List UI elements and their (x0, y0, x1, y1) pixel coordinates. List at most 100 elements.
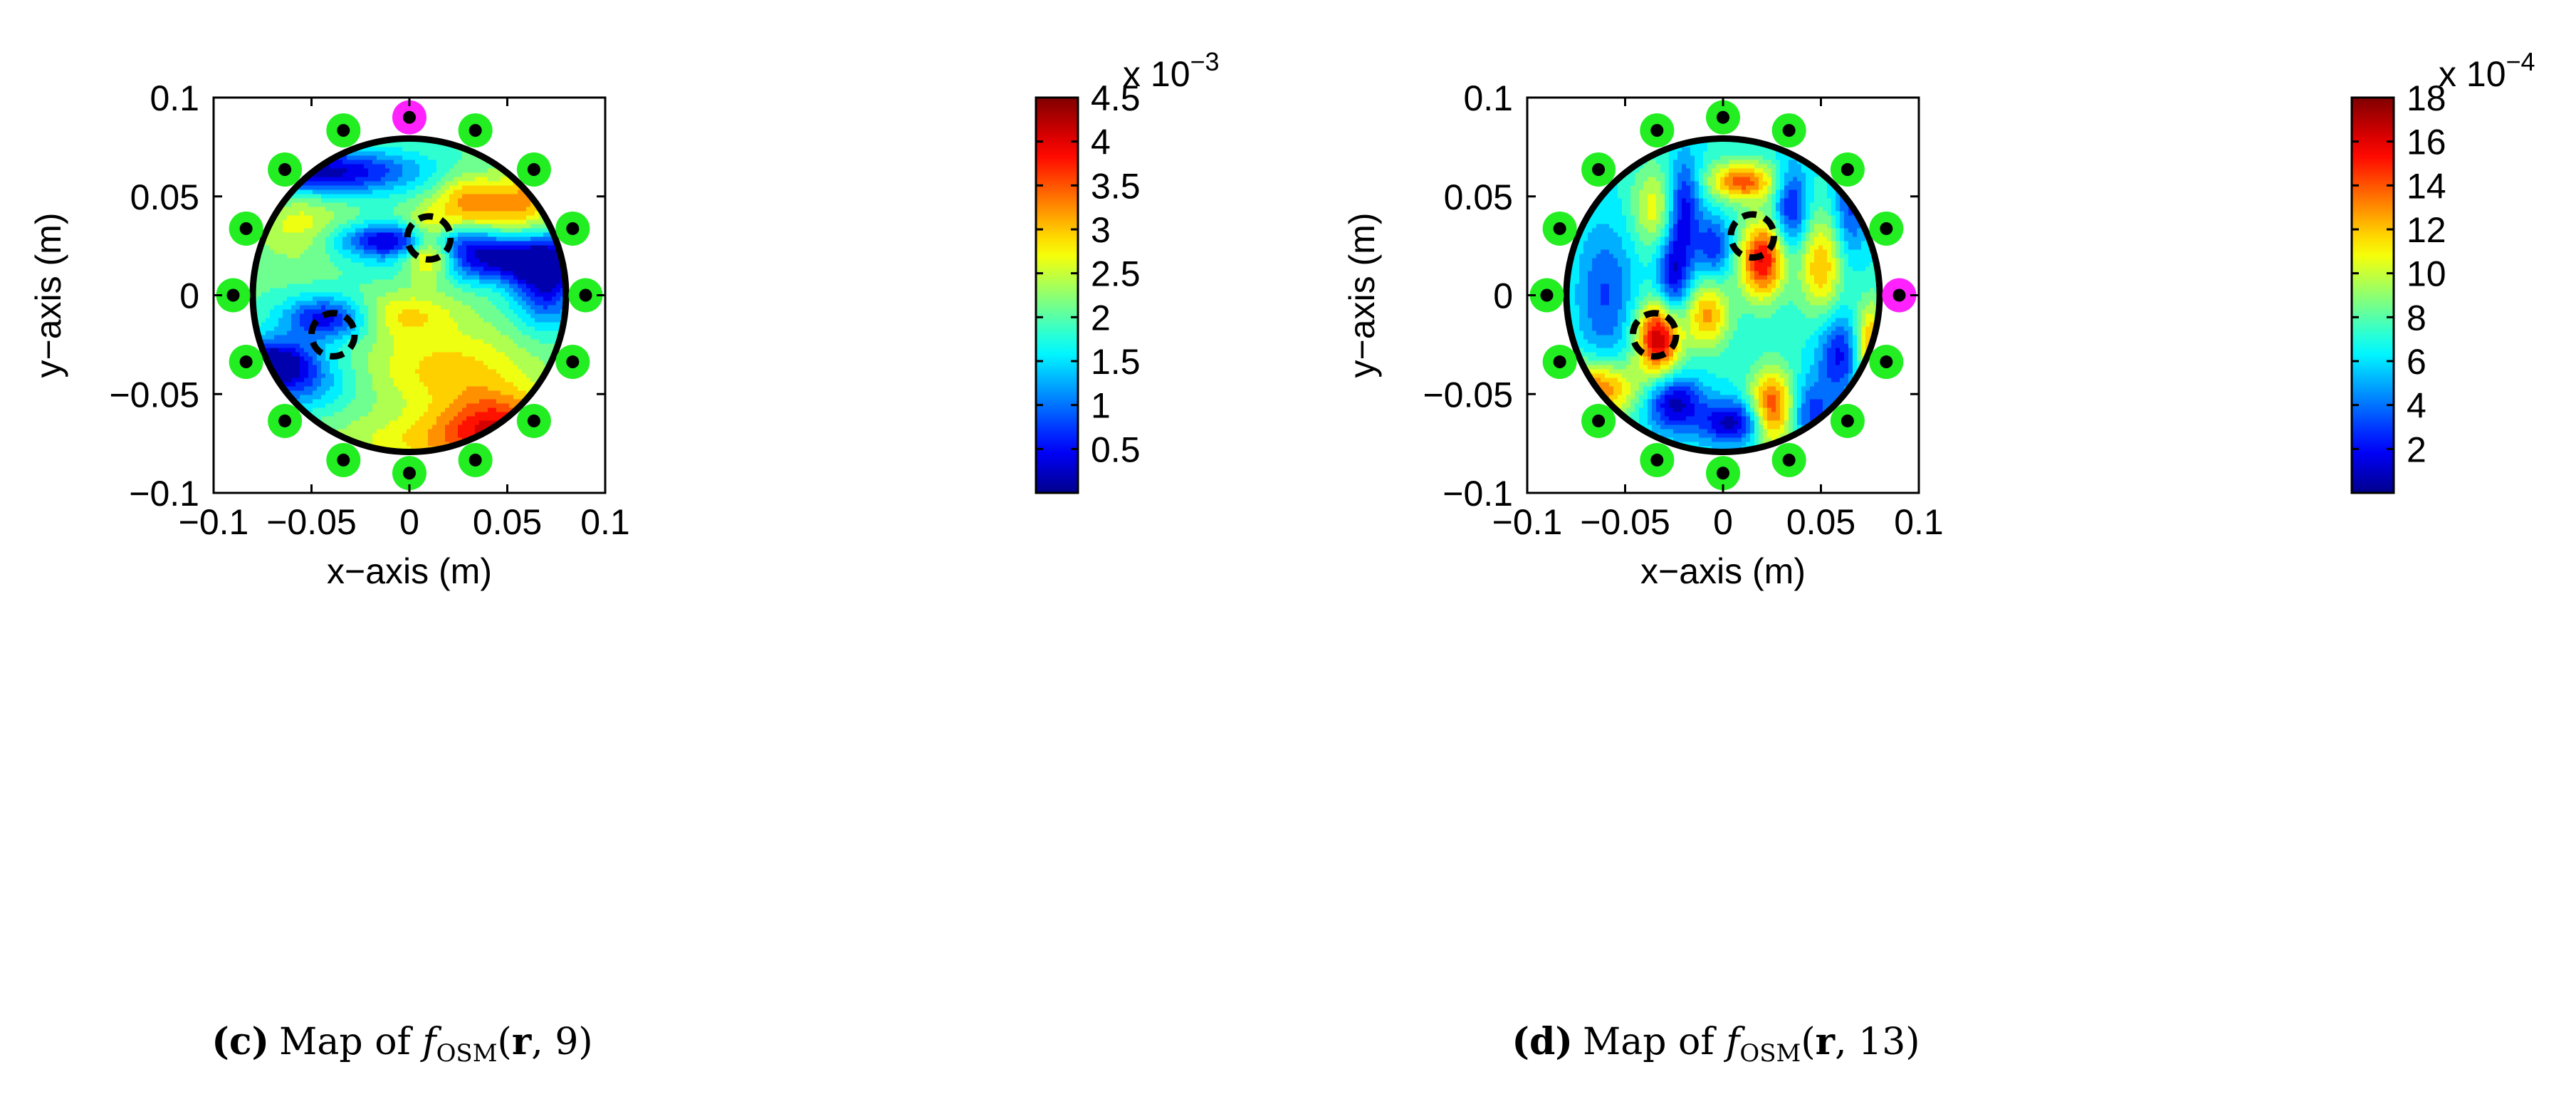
overlays-d (1529, 100, 1917, 491)
colorbar-exponent-power-d: −4 (2506, 47, 2535, 76)
colorbar-tick-label-d: 10 (2407, 254, 2446, 294)
colorbar-exponent-c: x 10−3 (1123, 47, 1220, 94)
y-tick-label-c: −0.05 (109, 375, 199, 415)
receiver-antenna-d-12 (1542, 345, 1577, 380)
receiver-antenna-d-1 (1706, 100, 1740, 135)
colorbar-tick-label-d: 2 (2407, 430, 2426, 469)
caption-sub-c: OSM (436, 1039, 498, 1068)
caption-label-c: (c) (211, 1020, 269, 1063)
ticks-d: −0.1 −0.05 0 0.05 0.1 0.1 0.05 0 −0.05 −0.1 (1423, 78, 1943, 542)
receiver-antenna-c-15 (268, 152, 303, 187)
receiver-antenna-c-8 (458, 442, 493, 477)
receiver-antenna-c-14 (229, 211, 263, 246)
colorbar-tick-label-d: 4 (2407, 386, 2426, 426)
ticks-c: −0.1 −0.05 0 0.05 0.1 0.1 0.05 0 −0.05 −0.1 (109, 78, 629, 542)
receiver-antenna-c-3 (516, 152, 551, 187)
y-tick-label-c: −0.1 (129, 474, 199, 514)
colorbar-tick-label-c: 4 (1091, 123, 1111, 162)
colorbar-gradient-c (1035, 96, 1079, 494)
colorbar-exponent-base-c: x 10 (1123, 54, 1190, 94)
receiver-antenna-d-13 (1529, 278, 1564, 313)
colorbar-tick-label-c: 2.5 (1091, 254, 1141, 294)
colorbar-tick-label-d: 18 (2407, 78, 2446, 118)
caption-d: (d) Map of fOSM(r, 13) (1512, 1020, 1920, 1068)
colorbar-tick-label-c: 2 (1091, 298, 1111, 338)
colorbar-tick-label-d: 12 (2407, 210, 2446, 250)
target-outline-d-1 (1727, 211, 1777, 261)
receiver-antenna-c-2 (458, 113, 493, 148)
receiver-antenna-d-11 (1581, 403, 1616, 438)
colorbar-c: 4.5 4 3.532.521.51 0.5 (1035, 78, 1141, 494)
colorbar-tick-label-d: 14 (2407, 166, 2446, 206)
receiver-antenna-c-13 (216, 278, 251, 313)
y-tick-label-c: 0 (179, 276, 199, 316)
colorbar-tick-label-c: 4.5 (1091, 78, 1141, 118)
receiver-antenna-d-3 (1830, 152, 1865, 187)
x-tick-label-d: 0.1 (1894, 502, 1944, 542)
y-tick-label-d: −0.1 (1443, 474, 1513, 514)
x-tick-label-d: −0.05 (1580, 502, 1670, 542)
receiver-antenna-d-14 (1542, 211, 1577, 246)
receiver-antenna-c-16 (326, 113, 361, 148)
caption-n-d: 13 (1858, 1021, 1905, 1063)
receiver-antenna-d-8 (1771, 442, 1806, 477)
overlays-c (216, 100, 603, 491)
receiver-antenna-c-7 (516, 403, 551, 438)
y-tick-label-c: 0.1 (150, 78, 199, 118)
x-tick-label-c: 0 (399, 502, 419, 542)
receiver-antenna-d-9 (1706, 456, 1740, 491)
caption-sub-d: OSM (1739, 1039, 1801, 1068)
x-axis-title-c: x−axis (m) (327, 551, 492, 591)
target-outline-c-1 (404, 213, 454, 263)
y-axis-title-d: y−axis (m) (1342, 213, 1382, 378)
colorbar-tick-label-d: 16 (2407, 123, 2446, 162)
x-tick-label-d: 0.05 (1786, 502, 1855, 542)
colorbar-tick-label-c: 0.5 (1091, 430, 1141, 469)
y-tick-label-d: 0.05 (1444, 177, 1513, 217)
x-tick-label-d: −0.1 (1492, 502, 1563, 542)
receiver-antenna-d-7 (1830, 403, 1865, 438)
colorbar-tick-label-c: 3.5 (1091, 166, 1141, 206)
receiver-antenna-d-2 (1771, 113, 1806, 148)
caption-prefix-c: Map of (279, 1021, 422, 1063)
domain-boundary-d (1563, 135, 1883, 455)
x-tick-label-c: −0.1 (179, 502, 249, 542)
receiver-antenna-c-5 (568, 278, 603, 313)
target-outline-c-2 (308, 310, 358, 360)
colorbar-tick-label-c: 1.5 (1091, 342, 1141, 382)
colorbar-exponent-d: x 10−4 (2439, 47, 2535, 94)
caption-r-c: r (512, 1020, 532, 1063)
x-tick-label-d: 0 (1713, 502, 1733, 542)
x-axis-title-d: x−axis (m) (1640, 551, 1806, 591)
receiver-antenna-c-4 (555, 211, 590, 246)
colorbar-tick-label-c: 1 (1091, 386, 1111, 426)
caption-c: (c) Map of fOSM(r, 9) (211, 1020, 592, 1068)
colorbar-exponent-base-d: x 10 (2439, 54, 2506, 94)
colorbar-tick-label-c: 3 (1091, 210, 1111, 250)
y-tick-label-c: 0.05 (130, 177, 199, 217)
caption-prefix-d: Map of (1583, 1021, 1726, 1063)
target-outline-d-2 (1630, 310, 1680, 360)
receiver-antenna-c-6 (555, 345, 590, 380)
panel-c: −0.1 −0.05 0 0.05 0.1 0.1 0.05 0 −0.05 −0.1 x−axi… (28, 47, 1220, 1068)
receiver-antenna-c-12 (229, 345, 263, 380)
colorbar-gradient-d (2350, 96, 2395, 494)
colorbar-tick-label-d: 6 (2407, 342, 2426, 382)
y-axis-title-c: y−axis (m) (28, 213, 68, 378)
colorbar-exponent-power-c: −3 (1190, 47, 1220, 76)
receiver-antenna-d-15 (1581, 152, 1616, 187)
domain-boundary-c (249, 135, 570, 455)
x-tick-label-c: 0.05 (473, 502, 542, 542)
receiver-antenna-d-4 (1869, 211, 1904, 246)
caption-label-d: (d) (1512, 1020, 1573, 1063)
y-tick-label-d: −0.05 (1423, 375, 1513, 415)
transmitter-antenna-c-1 (392, 100, 426, 135)
y-tick-label-d: 0.1 (1463, 78, 1513, 118)
receiver-antenna-c-10 (326, 442, 361, 477)
receiver-antenna-d-10 (1640, 442, 1675, 477)
y-tick-label-d: 0 (1493, 276, 1513, 316)
x-tick-label-c: −0.05 (266, 502, 357, 542)
caption-n-c: 9 (555, 1021, 578, 1063)
